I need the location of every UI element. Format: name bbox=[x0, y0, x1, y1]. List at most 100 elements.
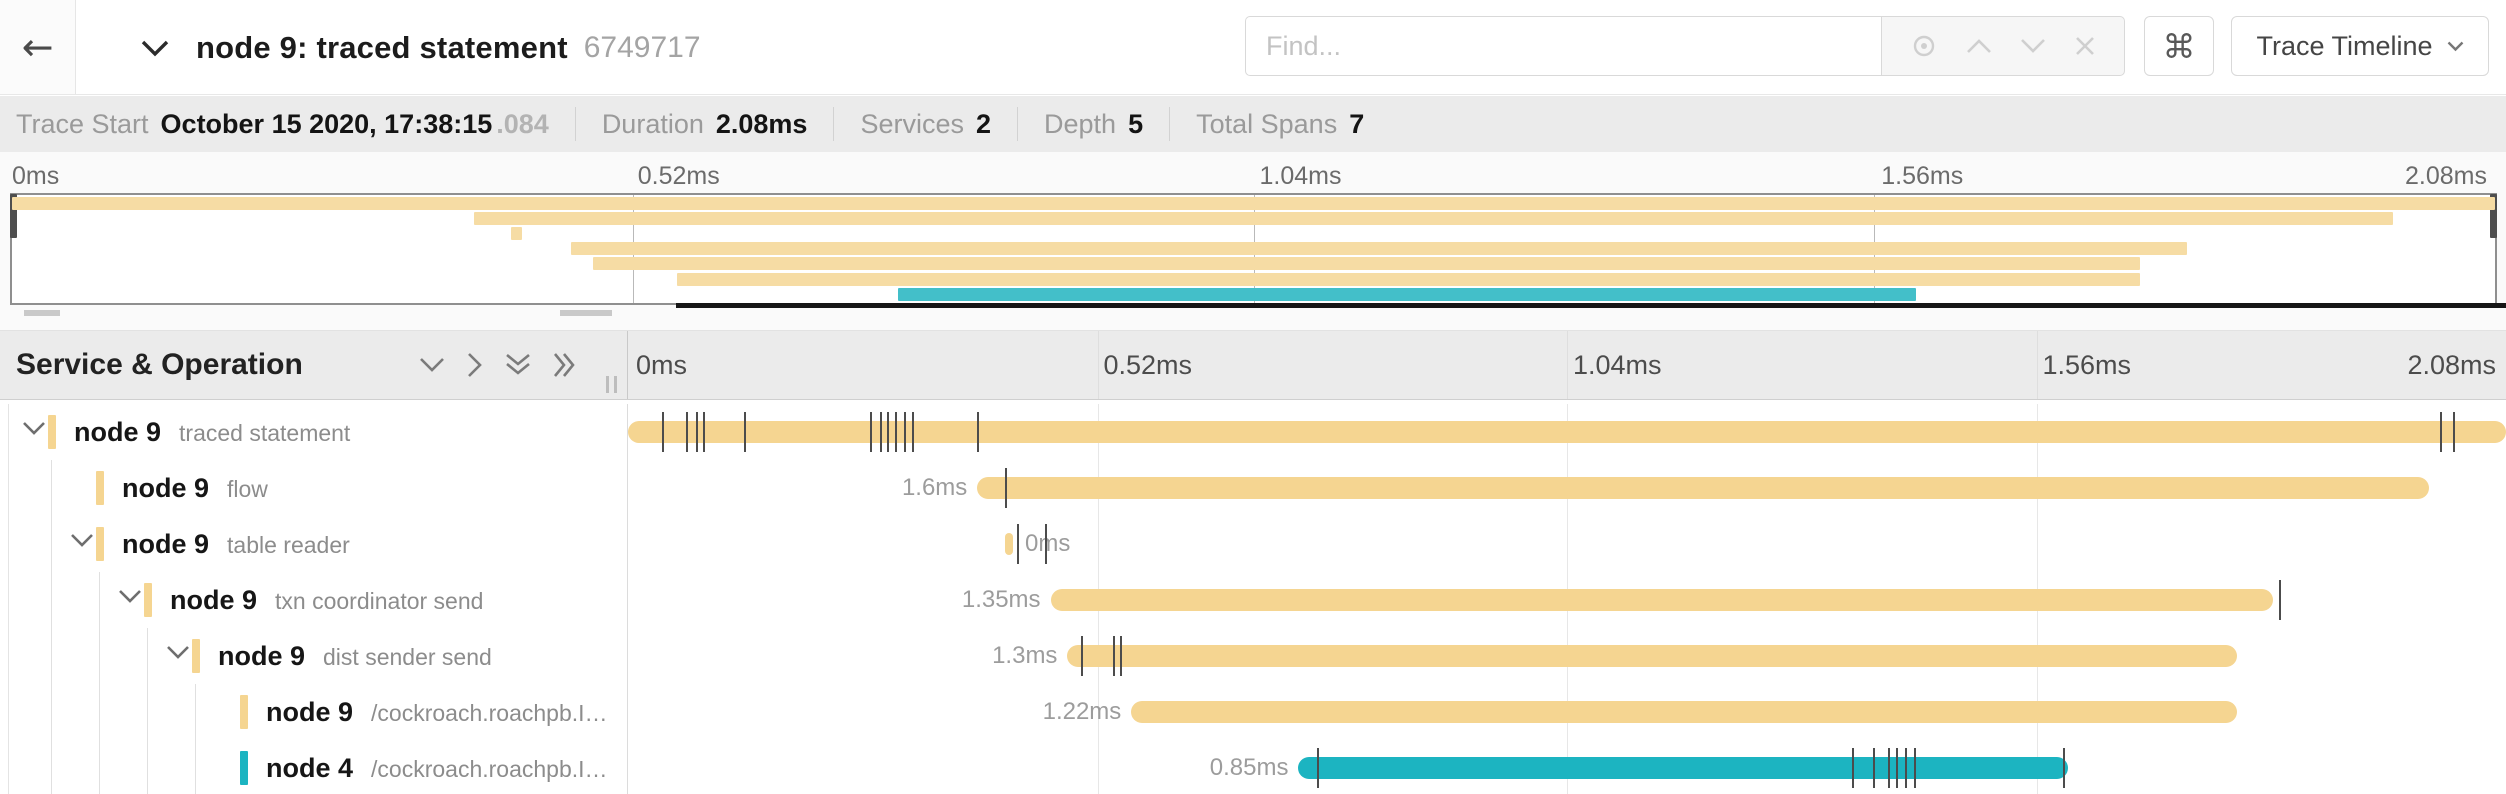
log-tick bbox=[1016, 524, 1019, 564]
minimap-bottom-strip bbox=[676, 303, 2506, 308]
summary-item: Depth 5 bbox=[1018, 107, 1171, 141]
span-row: node 9 flow 1.6ms bbox=[0, 460, 2506, 516]
log-tick bbox=[1873, 748, 1876, 788]
service-color-bar bbox=[192, 639, 200, 673]
tree-edge-line bbox=[8, 740, 9, 794]
span-tree-item[interactable]: node 4/cockroach.roachpb.I… bbox=[0, 740, 628, 794]
summary-item: Total Spans 7 bbox=[1170, 107, 1390, 141]
expand-one-icon[interactable] bbox=[466, 351, 484, 379]
span-tree-item[interactable]: node 9 traced statement bbox=[0, 404, 628, 460]
indent-guide bbox=[51, 684, 52, 740]
span-tree-item[interactable]: node 9/cockroach.roachpb.I… bbox=[0, 684, 628, 740]
minimap-canvas[interactable] bbox=[10, 193, 2497, 305]
span-names: node 9/cockroach.roachpb.I… bbox=[266, 684, 608, 740]
log-tick bbox=[977, 412, 980, 452]
service-name: node 4 bbox=[266, 753, 354, 783]
minimap-handle-nub[interactable] bbox=[560, 310, 612, 316]
minimap-span-bar bbox=[898, 287, 1917, 301]
service-color-bar bbox=[48, 415, 56, 449]
indent-guide bbox=[51, 572, 52, 628]
span-row: node 9 txn coordinator send 1.35ms bbox=[0, 572, 2506, 628]
span-names: node 9 traced statement bbox=[74, 404, 350, 460]
span-bar[interactable] bbox=[1131, 701, 2238, 723]
prev-match-icon[interactable] bbox=[1966, 38, 1992, 54]
log-tick bbox=[904, 412, 907, 452]
indent-guide bbox=[99, 628, 100, 684]
collapse-all-icon[interactable] bbox=[504, 352, 532, 378]
span-bar[interactable] bbox=[628, 421, 2506, 443]
span-duration-label: 0ms bbox=[1024, 530, 1071, 557]
span-tree-item[interactable]: node 9 dist sender send bbox=[0, 628, 628, 684]
span-duration-label: 1.3ms bbox=[992, 642, 1058, 669]
summary-label: Duration bbox=[601, 109, 704, 139]
minimap-handle-nub[interactable] bbox=[24, 310, 60, 316]
span-bar[interactable] bbox=[1005, 533, 1013, 555]
time-axis-tick-label: 1.04ms bbox=[1259, 162, 1342, 190]
service-name: node 9 bbox=[122, 529, 210, 559]
indent-guide bbox=[195, 740, 196, 794]
expand-all-icon[interactable] bbox=[552, 351, 578, 379]
span-tree-item[interactable]: node 9 flow bbox=[0, 460, 628, 516]
next-match-icon[interactable] bbox=[2020, 38, 2046, 54]
service-operation-header: Service & Operation bbox=[0, 331, 628, 399]
log-tick bbox=[1914, 748, 1917, 788]
indent-guide bbox=[147, 628, 148, 684]
chevron-down-icon[interactable] bbox=[118, 589, 142, 604]
locate-icon[interactable] bbox=[1910, 32, 1938, 60]
log-tick bbox=[1317, 748, 1320, 788]
tree-controls bbox=[418, 331, 578, 399]
span-duration-label: 1.6ms bbox=[901, 474, 968, 501]
log-tick bbox=[1905, 748, 1908, 788]
span-tree-item[interactable]: node 9 table reader bbox=[0, 516, 628, 572]
summary-value: 2 bbox=[975, 109, 992, 139]
grid-line bbox=[2036, 516, 2038, 572]
column-resize-grip[interactable] bbox=[606, 376, 617, 393]
span-names: node 9 dist sender send bbox=[218, 628, 492, 684]
timeline-time-axis: 0ms 0.52ms 1.04ms 1.56ms 2.08ms bbox=[628, 331, 2506, 399]
service-color-bar bbox=[96, 527, 104, 561]
collapse-one-icon[interactable] bbox=[418, 356, 446, 374]
span-timeline-cell: 0.85ms bbox=[628, 740, 2506, 794]
chevron-down-icon[interactable] bbox=[70, 533, 94, 548]
summary-label: Trace Start bbox=[16, 109, 149, 139]
minimap-scrubber-right[interactable] bbox=[2490, 194, 2497, 238]
span-bar[interactable] bbox=[1298, 757, 2069, 779]
log-tick bbox=[703, 412, 706, 452]
chevron-down-icon[interactable] bbox=[166, 645, 190, 660]
find-input[interactable] bbox=[1245, 16, 1881, 76]
chevron-down-icon[interactable] bbox=[22, 421, 46, 436]
view-selector-dropdown[interactable]: Trace Timeline bbox=[2231, 16, 2489, 76]
span-bar[interactable] bbox=[1050, 589, 2274, 611]
log-tick bbox=[2278, 580, 2281, 620]
log-tick bbox=[2440, 412, 2443, 452]
minimap-span-bar bbox=[12, 197, 2495, 210]
span-bar[interactable] bbox=[977, 477, 2429, 499]
span-bar[interactable] bbox=[1067, 645, 2238, 667]
span-row: node 9/cockroach.roachpb.I… 1.22ms bbox=[0, 684, 2506, 740]
log-tick bbox=[887, 412, 890, 452]
span-tree-item[interactable]: node 9 txn coordinator send bbox=[0, 572, 628, 628]
timeline-header-row: Service & Operation 0ms 0.52ms 1.04ms 1.56m… bbox=[0, 330, 2506, 400]
indent-guide bbox=[51, 740, 52, 794]
service-name: node 9 bbox=[218, 641, 306, 671]
time-axis-tick-label: 0ms bbox=[12, 162, 60, 190]
log-tick bbox=[686, 412, 689, 452]
span-timeline-cell: 1.22ms bbox=[628, 684, 2506, 740]
span-timeline-cell bbox=[628, 404, 2506, 460]
span-row: node 9 dist sender send 1.3ms bbox=[0, 628, 2506, 684]
span-row: node 9 table reader 0ms bbox=[0, 516, 2506, 572]
service-color-bar bbox=[144, 583, 152, 617]
span-rows: node 9 traced statement node 9 flow 1.6ms nod… bbox=[0, 400, 2506, 794]
summary-value: 7 bbox=[1349, 109, 1365, 139]
clear-search-icon[interactable] bbox=[2074, 35, 2096, 57]
summary-item: Services 2 bbox=[834, 107, 1019, 141]
service-name: node 9 bbox=[74, 417, 162, 447]
indent-guide bbox=[147, 740, 148, 794]
keyboard-shortcuts-button[interactable]: ⌘ bbox=[2144, 16, 2214, 76]
grid-line bbox=[2036, 331, 2038, 399]
title-chevron-down-icon[interactable] bbox=[140, 38, 170, 58]
minimap-scrubber-left[interactable] bbox=[10, 194, 17, 238]
back-button[interactable]: ← bbox=[0, 0, 76, 94]
indent-guide bbox=[51, 460, 52, 516]
log-tick bbox=[1005, 468, 1008, 508]
